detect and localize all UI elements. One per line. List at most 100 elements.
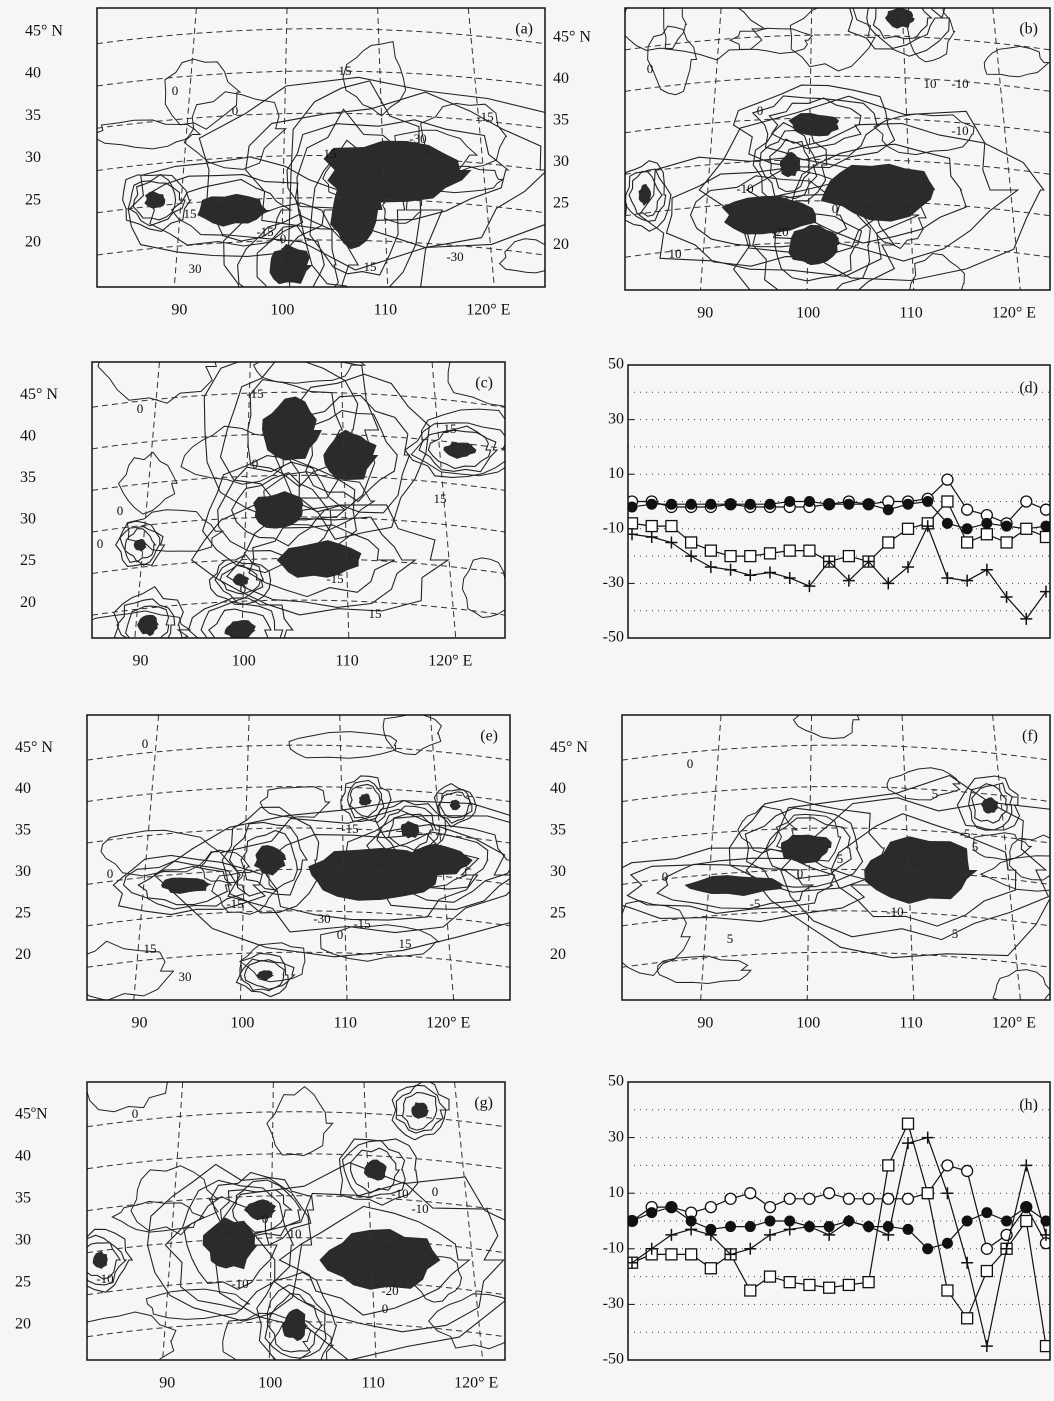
contour <box>984 46 1049 76</box>
shaded-area <box>450 800 461 811</box>
marker <box>883 1160 894 1171</box>
marker <box>784 545 795 556</box>
panel-label: (g) <box>474 1095 493 1112</box>
marker <box>942 518 953 529</box>
marker <box>804 496 815 507</box>
marker <box>745 551 756 562</box>
lat-label: 35 <box>25 107 41 124</box>
contour <box>146 1289 249 1319</box>
contour-label: 0 <box>232 103 239 118</box>
lat-label: 20 <box>20 594 36 611</box>
contour-label: 15 <box>324 146 337 161</box>
graticule-lat <box>625 159 1050 174</box>
lat-label: 30 <box>25 149 41 166</box>
y-tick-label: -50 <box>603 1351 624 1368</box>
contour-label: 15 <box>364 259 377 274</box>
lat-label: 45° N <box>15 739 53 756</box>
contour-label: 15 <box>339 63 352 78</box>
panel-label: (a) <box>515 21 533 38</box>
contour-label: 0 <box>107 866 114 881</box>
contour-label: -15 <box>326 571 343 586</box>
marker <box>1021 1216 1032 1227</box>
contour <box>343 42 406 116</box>
lat-label: 20 <box>15 946 31 963</box>
lon-label: 120° E <box>992 1015 1036 1032</box>
map-body <box>92 8 600 331</box>
shaded-area <box>323 430 378 480</box>
marker <box>705 1263 716 1274</box>
marker <box>765 499 776 510</box>
contour-label: 0 <box>647 61 654 76</box>
lat-label: 40 <box>20 427 36 444</box>
marker <box>665 536 677 548</box>
map-body <box>621 0 1050 310</box>
marker <box>1021 496 1032 507</box>
marker <box>962 1216 973 1227</box>
figure: 45° N403530252090100110120° E150015-30-1… <box>0 0 1054 1401</box>
lon-label: 120° E <box>428 653 472 670</box>
marker <box>942 1160 953 1171</box>
shaded-area <box>262 397 322 461</box>
marker <box>685 550 697 562</box>
lat-label: 35 <box>15 822 31 839</box>
marker <box>804 1279 815 1290</box>
marker <box>686 1249 697 1260</box>
marker <box>863 1221 875 1233</box>
contour-label: 0 <box>172 83 179 98</box>
frame <box>625 8 1050 290</box>
marker <box>646 1207 657 1218</box>
shaded-area <box>277 540 362 578</box>
contour-label: -15 <box>476 109 493 124</box>
lat-label: 20 <box>15 1315 31 1332</box>
marker <box>863 1193 874 1204</box>
marker <box>646 499 657 510</box>
shaded-area <box>282 1309 308 1342</box>
marker <box>666 1249 677 1260</box>
lat-label: 35 <box>550 822 566 839</box>
y-tick-label: 50 <box>608 356 624 373</box>
contour <box>119 452 177 514</box>
marker <box>745 499 756 510</box>
contour <box>260 787 329 818</box>
marker <box>725 551 736 562</box>
contour-label: 15 <box>444 421 457 436</box>
contour-label: -10 <box>886 904 903 919</box>
marker <box>686 537 697 548</box>
shaded-area <box>134 539 147 552</box>
contour-label: 0 <box>280 231 287 246</box>
lon-label: 100 <box>270 302 294 319</box>
marker <box>725 1193 736 1204</box>
contour-label: -10 <box>736 181 753 196</box>
marker <box>1021 1202 1032 1213</box>
contour-label: 0 <box>432 1184 439 1199</box>
y-tick-label: 30 <box>608 410 624 427</box>
shaded-area <box>254 845 286 875</box>
contour <box>790 4 875 71</box>
graticule-lat <box>87 787 510 802</box>
contour-label: -10 <box>231 1276 248 1291</box>
shaded-area <box>359 794 372 806</box>
map-body <box>70 1053 530 1372</box>
contour-label: -10 <box>951 76 968 91</box>
shaded-area <box>270 244 313 284</box>
lon-label: 90 <box>697 1015 713 1032</box>
panel-label: (f) <box>1022 728 1038 745</box>
marker <box>903 499 914 510</box>
panel-label: (d) <box>1019 380 1038 397</box>
contour-label: 30 <box>179 969 192 984</box>
y-tick-label: -10 <box>603 519 624 536</box>
contour-label: 5 <box>952 926 959 941</box>
marker <box>784 572 796 584</box>
contour <box>993 970 1052 1011</box>
contour-label: 15 <box>399 936 412 951</box>
marker <box>882 1229 894 1241</box>
lat-label: 35 <box>553 111 569 128</box>
map-body <box>596 703 1054 1011</box>
lat-label: 40 <box>15 780 31 797</box>
contour-label: 5 <box>727 931 734 946</box>
contour <box>101 830 219 876</box>
contour <box>648 26 697 95</box>
marker <box>686 499 697 510</box>
lon-label: 110 <box>899 1015 922 1032</box>
contour-label: -10 <box>951 123 968 138</box>
